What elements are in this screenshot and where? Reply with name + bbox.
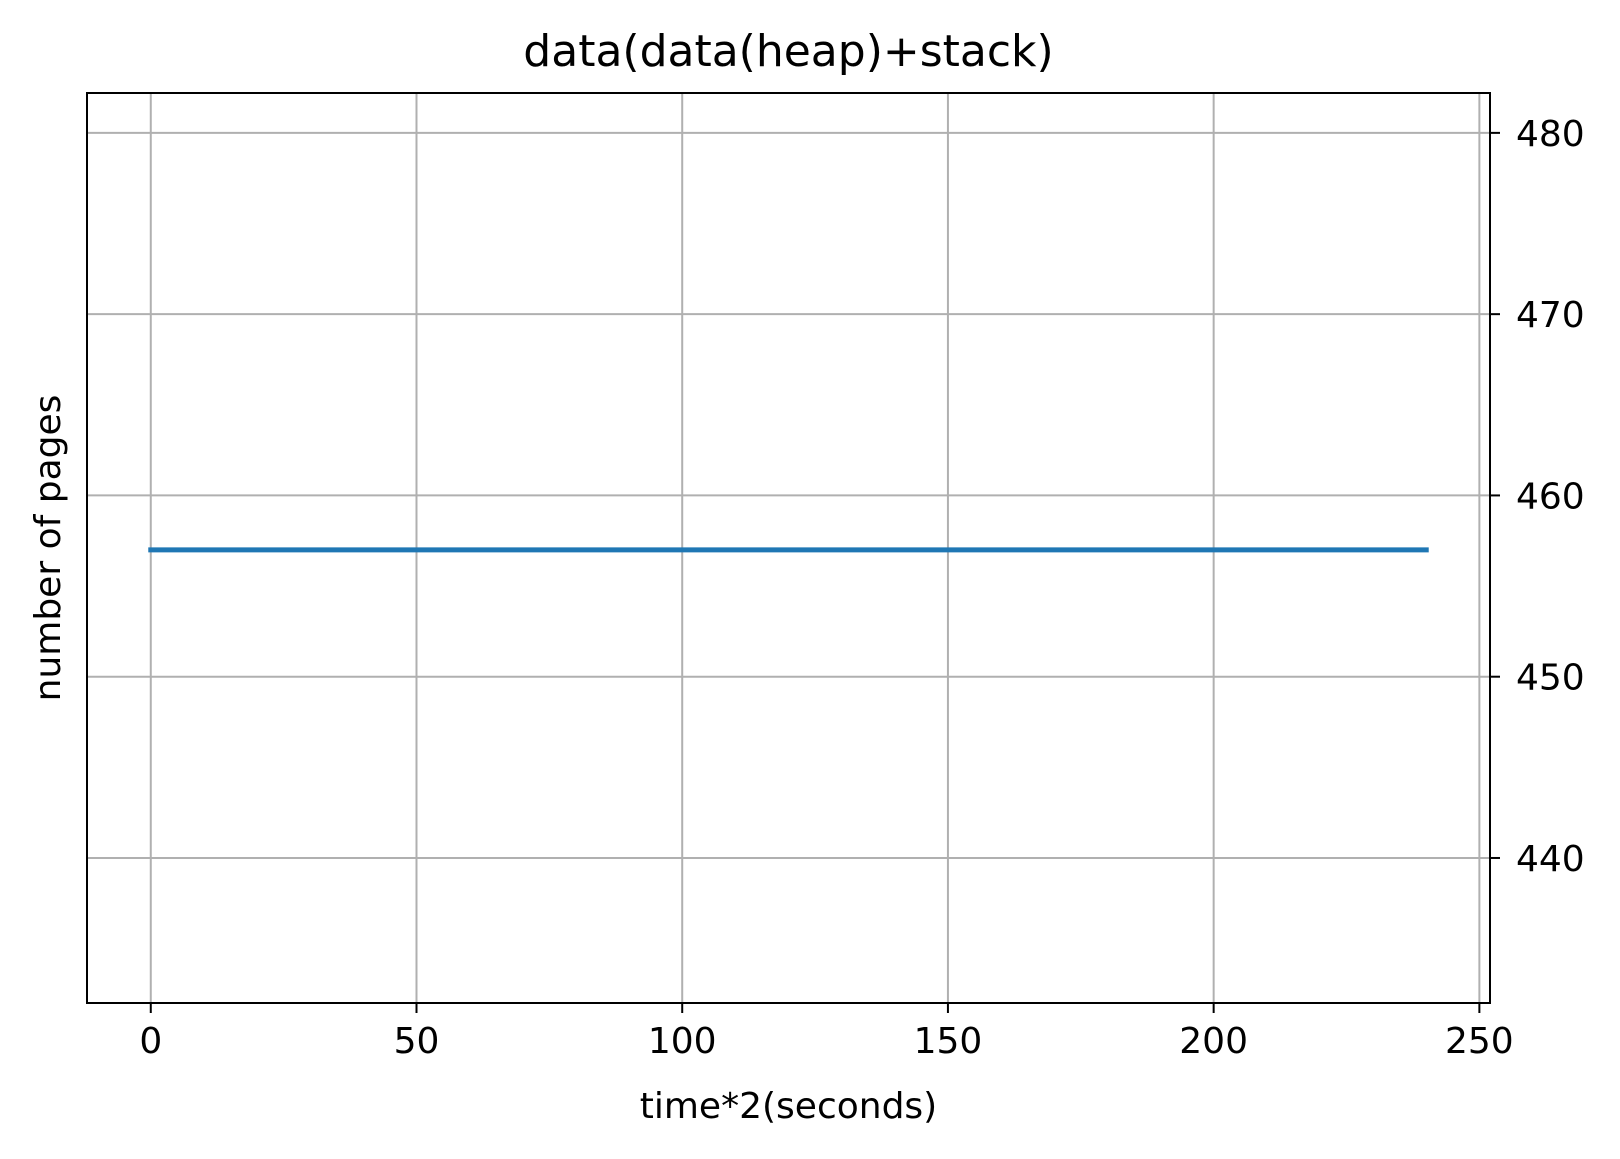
y-tick-label: 450 [1516, 658, 1585, 699]
axis-ticks: 0 50 100 150 200 250 440 450 460 470 480 [139, 114, 1584, 1062]
x-tick-label: 50 [394, 1021, 440, 1062]
x-tick-label: 100 [648, 1021, 717, 1062]
x-tick-label: 250 [1445, 1021, 1514, 1062]
x-tick-label: 0 [139, 1021, 162, 1062]
y-tick-label: 480 [1516, 114, 1585, 155]
y-tick-label: 440 [1516, 839, 1585, 880]
x-tick-label: 200 [1179, 1021, 1248, 1062]
chart-title: data(data(heap)+stack) [523, 26, 1053, 77]
plot-area-frame [86, 92, 1491, 1004]
y-tick-label: 470 [1516, 295, 1585, 336]
y-tick-label: 460 [1516, 476, 1585, 517]
x-axis-label: time*2(seconds) [640, 1086, 937, 1127]
y-axis-label: number of pages [28, 395, 69, 702]
x-tick-label: 150 [914, 1021, 983, 1062]
